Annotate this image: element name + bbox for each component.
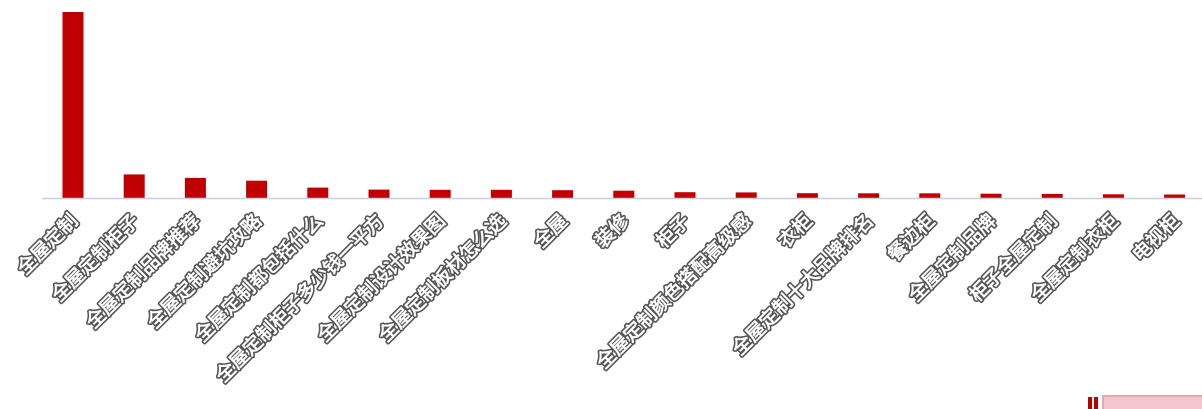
bar-2 <box>184 177 206 198</box>
x-tick-label: 电视柜 <box>1128 209 1185 266</box>
x-tick-label: 衣柜 <box>774 209 817 252</box>
bar-3 <box>246 180 268 198</box>
bar-12 <box>796 193 818 198</box>
bar-8 <box>552 190 574 198</box>
bars-group <box>62 12 1186 198</box>
bar-6 <box>429 189 451 198</box>
bar-9 <box>613 190 635 198</box>
bar-5 <box>368 189 390 198</box>
bar-10 <box>674 192 696 198</box>
bar-4 <box>307 187 329 198</box>
bar-16 <box>1041 193 1063 198</box>
bar-17 <box>1102 194 1124 198</box>
bar-7 <box>490 189 512 198</box>
x-tick-label: 全屋定制避坑攻略 <box>142 209 267 334</box>
bar-1 <box>123 174 145 198</box>
x-tick-label: 全屋 <box>528 209 572 253</box>
bar-0 <box>62 12 84 198</box>
bar-13 <box>858 193 880 198</box>
bar-11 <box>735 192 757 198</box>
brand-logo-fragment <box>1088 395 1202 409</box>
bar-18 <box>1164 194 1186 198</box>
bar-14 <box>919 193 941 198</box>
bar-15 <box>980 193 1002 198</box>
x-tick-label: 柜子 <box>652 210 694 252</box>
x-tick-label: 装修 <box>589 209 634 254</box>
x-tick-label: 餐边柜 <box>883 209 940 266</box>
x-tick-labels: 全屋定制全屋定制柜子全屋定制品牌推荐全屋定制避坑攻略全屋定制都包括什么全屋定制柜… <box>10 207 1186 389</box>
x-tick-label: 全屋定制品牌推荐 <box>80 209 204 333</box>
